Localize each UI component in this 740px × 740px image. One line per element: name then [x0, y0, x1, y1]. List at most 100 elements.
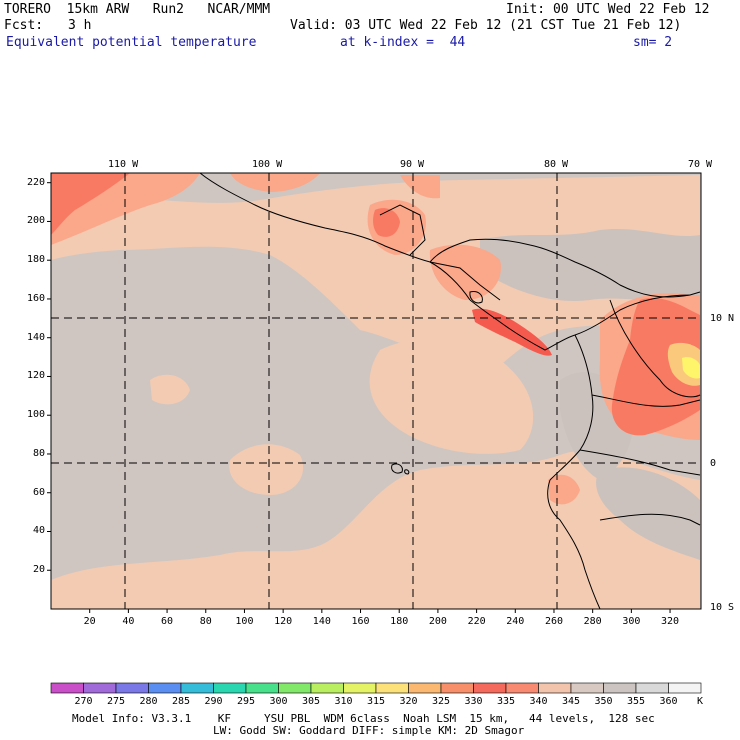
colorbar-swatch [538, 682, 572, 694]
colorbar-level-label: 325 [431, 696, 451, 707]
colorbar-level-label: 315 [366, 696, 386, 707]
colorbar-level-label: 270 [74, 696, 93, 707]
contour-340-blob1 [229, 444, 304, 495]
forecast-hour: 3 h [68, 18, 92, 33]
contour-315-colombia [682, 357, 700, 379]
colorbar-swatch [440, 682, 474, 694]
contour-345-land2 [596, 467, 700, 560]
colorbar-unit: K [697, 696, 704, 707]
colorbar-swatch [50, 682, 84, 694]
colorbar-level-label: 275 [106, 696, 126, 707]
colorbar-swatch [635, 682, 669, 694]
y-tick-label: 40 [32, 525, 45, 537]
model-title: TORERO 15km ARW Run2 NCAR/MMM [4, 2, 271, 17]
colorbar-swatch [375, 682, 409, 694]
x-tick-label: 160 [351, 616, 370, 627]
contour-335-ecuador [548, 474, 580, 505]
lat-label-10n: 10 N [710, 313, 735, 324]
colorbar-swatch [505, 682, 539, 694]
x-tick-label: 80 [199, 616, 212, 627]
colorbar-level-label: 305 [301, 696, 321, 707]
lake-nicaragua [469, 291, 483, 304]
contour-335-ne [230, 173, 320, 192]
y-tick-label: 160 [26, 292, 45, 304]
physics-info: LW: Godd SW: Goddard DIFF: simple KM: 2D… [213, 724, 525, 737]
x-tick-label: 120 [274, 616, 293, 627]
contour-335-top [400, 175, 440, 199]
colorbar-level-label: 320 [399, 696, 418, 707]
coast-ecuador [547, 479, 601, 609]
coast-colombia [549, 334, 594, 481]
colorbar-level-label: 295 [236, 696, 256, 707]
x-tick-label: 100 [235, 616, 254, 627]
graticule [51, 173, 701, 609]
colorbar-level-label: 345 [561, 696, 581, 707]
colorbar-level-label: 355 [626, 696, 646, 707]
colorbar-swatch [668, 682, 702, 694]
map-frame [50, 172, 702, 610]
colorbar-swatch [603, 682, 637, 694]
x-tick-label: 240 [506, 616, 525, 627]
valid-time: Valid: 03 UTC Wed 22 Feb 12 (21 CST Tue … [290, 18, 682, 33]
y-tick-label: 180 [26, 254, 45, 266]
colorbar-swatch [83, 682, 117, 694]
colorbar-level-label: 290 [204, 696, 223, 707]
x-tick-label: 40 [122, 616, 135, 627]
contour-340-mid [369, 339, 534, 454]
colorbar-swatch [310, 682, 344, 694]
coast-pacific-ca [469, 299, 576, 351]
colorbar-level-label: 300 [269, 696, 288, 707]
y-tick-label: 140 [26, 331, 45, 343]
y-tick-label: 100 [26, 409, 45, 421]
map-fill [51, 173, 701, 609]
forecast-label: Fcst: [4, 18, 44, 33]
lat-label-10s: 10 S [710, 602, 735, 613]
colorbar [50, 682, 702, 694]
contour-330-guat [373, 208, 400, 237]
border-5 [599, 513, 701, 526]
x-tick-label: 180 [390, 616, 409, 627]
field-name: Equivalent potential temperature [6, 35, 257, 50]
colorbar-level-label: 350 [594, 696, 613, 707]
colorbar-swatch [473, 682, 507, 694]
lon-label-70w: 70 W [688, 159, 713, 170]
init-time: Init: 00 UTC Wed 22 Feb 12 [506, 2, 710, 17]
colorbar-swatch [278, 682, 312, 694]
x-tick-label: 60 [161, 616, 174, 627]
x-tick-label: 280 [583, 616, 602, 627]
y-tick-label: 200 [26, 215, 45, 227]
x-tick-label: 140 [312, 616, 331, 627]
colorbar-level-label: 330 [464, 696, 483, 707]
x-tick-label: 300 [622, 616, 641, 627]
contour-340-south [51, 450, 700, 609]
border-4 [579, 449, 701, 476]
contour-340-north [51, 175, 700, 380]
level-index: at k-index = 44 [340, 35, 466, 50]
colorbar-swatch [180, 682, 214, 694]
axis-ticks [47, 182, 671, 613]
contour-330-colombia [611, 298, 700, 436]
coast-caribbean [574, 291, 701, 336]
coast-central-america [429, 238, 691, 298]
contour-330-costarica [472, 308, 552, 356]
smoothing-value: sm= 2 [633, 35, 673, 50]
y-tick-label: 80 [32, 447, 45, 459]
border-3 [591, 394, 701, 407]
colorbar-swatch [408, 682, 442, 694]
border-1 [379, 204, 426, 256]
colorbar-swatch [343, 682, 377, 694]
colorbar-level-label: 285 [171, 696, 191, 707]
colorbar-swatch [245, 682, 279, 694]
lon-label-110w: 110 W [108, 159, 139, 170]
colorbar-level-label: 335 [496, 696, 516, 707]
coast-mexico [199, 173, 471, 301]
y-tick-label: 60 [32, 486, 45, 498]
x-tick-label: 320 [661, 616, 680, 627]
colorbar-level-label: 340 [529, 696, 548, 707]
model-info: Model Info: V3.3.1 KF YSU PBL WDM 6class… [72, 712, 655, 725]
colorbar-swatches [50, 682, 702, 694]
y-tick-label: 220 [26, 176, 45, 188]
x-tick-label: 220 [467, 616, 486, 627]
lat-label-0: 0 [710, 458, 717, 469]
x-tick-label: 20 [83, 616, 96, 627]
